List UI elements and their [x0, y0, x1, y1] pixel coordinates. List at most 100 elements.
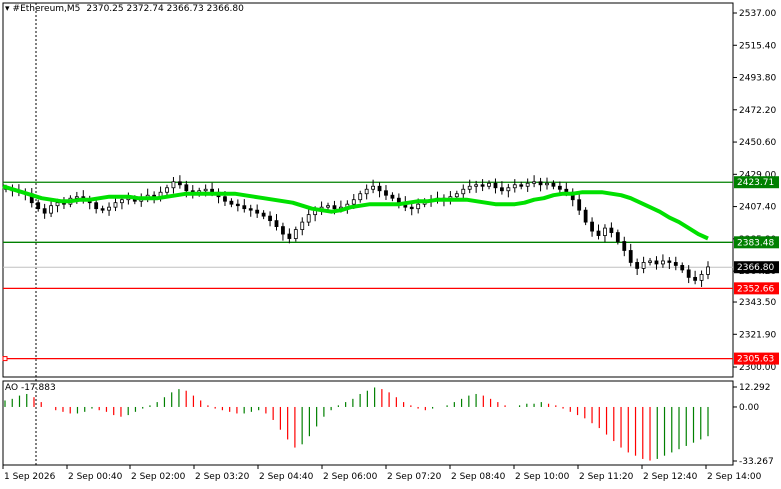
time-tick-label: 2 Sep 02:00 — [131, 472, 186, 482]
level-label-box — [734, 352, 779, 365]
candle-body — [248, 208, 253, 211]
candle-body — [113, 202, 118, 208]
moving-average-line — [2, 184, 709, 241]
candle-body — [532, 181, 537, 184]
axes: 2537.00 2515.40 2493.80 2472.20 2450.60 2429.… — [2, 9, 779, 482]
symbol-label: #Ethereum,M5 — [12, 4, 81, 14]
candle-body — [699, 273, 704, 281]
candle-body — [409, 206, 414, 210]
candle-body — [648, 260, 652, 263]
current-price-label: 2366.80 — [737, 263, 774, 273]
price-tick-label: 2429.00 — [739, 170, 776, 180]
candle-body — [474, 184, 479, 187]
candle-body — [281, 226, 285, 235]
candle-body — [229, 200, 234, 205]
candle-body — [609, 227, 614, 233]
price-pane[interactable] — [2, 2, 734, 465]
candle-body — [461, 188, 466, 195]
candle-body — [55, 202, 60, 207]
candle-body — [551, 182, 556, 187]
candle-body — [583, 209, 588, 223]
symbol-dropdown-icon[interactable]: ▾ — [5, 4, 10, 14]
time-tick-label: 2 Sep 10:00 — [515, 472, 570, 482]
time-tick-label: 2 Sep 14:00 — [707, 472, 762, 482]
level-label: 2423.71 — [737, 178, 774, 188]
time-tick-label: 2 Sep 12:40 — [643, 472, 698, 482]
candle-body — [261, 212, 266, 217]
candle-body — [165, 187, 169, 193]
candle-body — [654, 260, 659, 265]
level-anchor — [2, 356, 8, 362]
candle-body — [377, 185, 382, 192]
candle-body — [306, 214, 311, 223]
candle-body — [36, 202, 41, 210]
ao-tick-label: -33.267 — [739, 457, 774, 467]
price-tick-label: 2343.50 — [739, 298, 776, 308]
candle-body — [538, 181, 543, 186]
time-tick-label: 1 Sep 2026 — [4, 472, 56, 482]
candle-body — [255, 209, 260, 214]
candle-body — [171, 181, 176, 189]
candle-body — [622, 241, 627, 251]
price-tick-label: 2515.40 — [739, 41, 776, 51]
candle-body — [686, 269, 691, 278]
price-pane-frame — [2, 2, 734, 378]
candle-body — [42, 208, 47, 214]
candle-body — [351, 199, 356, 205]
candle-body — [596, 230, 601, 236]
candle-body — [493, 182, 498, 189]
candle-body — [667, 260, 672, 263]
candle-body — [326, 205, 330, 208]
candle-body — [358, 193, 363, 201]
candle-body — [293, 229, 298, 239]
level-label-box — [734, 176, 779, 189]
candle-body — [274, 220, 279, 227]
candle-body — [177, 181, 182, 186]
candle-body — [287, 233, 292, 239]
candle-body — [371, 185, 376, 190]
candle-body — [673, 262, 678, 266]
candle-body — [487, 182, 491, 187]
candle-body — [577, 199, 582, 211]
candle-body — [184, 184, 189, 192]
candle-body — [467, 185, 472, 190]
price-tick-label: 2493.80 — [739, 74, 776, 84]
candle-body — [384, 190, 388, 196]
price-tick-label: 2472.20 — [739, 106, 776, 116]
price-tick-label: 2300.00 — [739, 363, 776, 373]
level-label: 2352.66 — [737, 284, 774, 294]
level-label-box — [734, 236, 779, 249]
candle-body — [300, 221, 305, 230]
candle-body — [500, 187, 504, 192]
candle-body — [454, 193, 459, 198]
price-tick-label: 2407.40 — [739, 203, 776, 213]
candle-body — [628, 250, 633, 263]
candle-body — [512, 184, 517, 189]
candle-body — [525, 182, 530, 187]
ao-indicator-pane[interactable] — [2, 380, 734, 466]
candle-body — [203, 188, 208, 192]
candle-body — [364, 188, 369, 195]
time-tick-label: 2 Sep 11:20 — [579, 472, 634, 482]
ao-title: AO -17.883 — [5, 383, 56, 393]
ao-pane-frame — [2, 380, 734, 466]
level-label: 2383.48 — [737, 238, 774, 248]
candle-body — [223, 196, 227, 202]
candle-body — [693, 276, 698, 281]
candle-body — [332, 205, 337, 210]
candle-body — [390, 194, 395, 199]
candle-body — [480, 184, 485, 187]
time-tick-label: 2 Sep 07:20 — [387, 472, 442, 482]
candle-body — [94, 202, 99, 210]
candle-body — [706, 266, 710, 275]
candle-body — [519, 184, 524, 187]
price-tick-label: 2321.90 — [739, 330, 776, 340]
price-tick-label: 2450.60 — [739, 138, 776, 148]
candle-body — [661, 260, 665, 265]
candle-body — [506, 187, 511, 192]
ao-label: AO -17.883 — [5, 383, 56, 393]
candle-body — [107, 206, 111, 211]
candle-body — [74, 196, 79, 199]
candle-body — [268, 215, 272, 222]
